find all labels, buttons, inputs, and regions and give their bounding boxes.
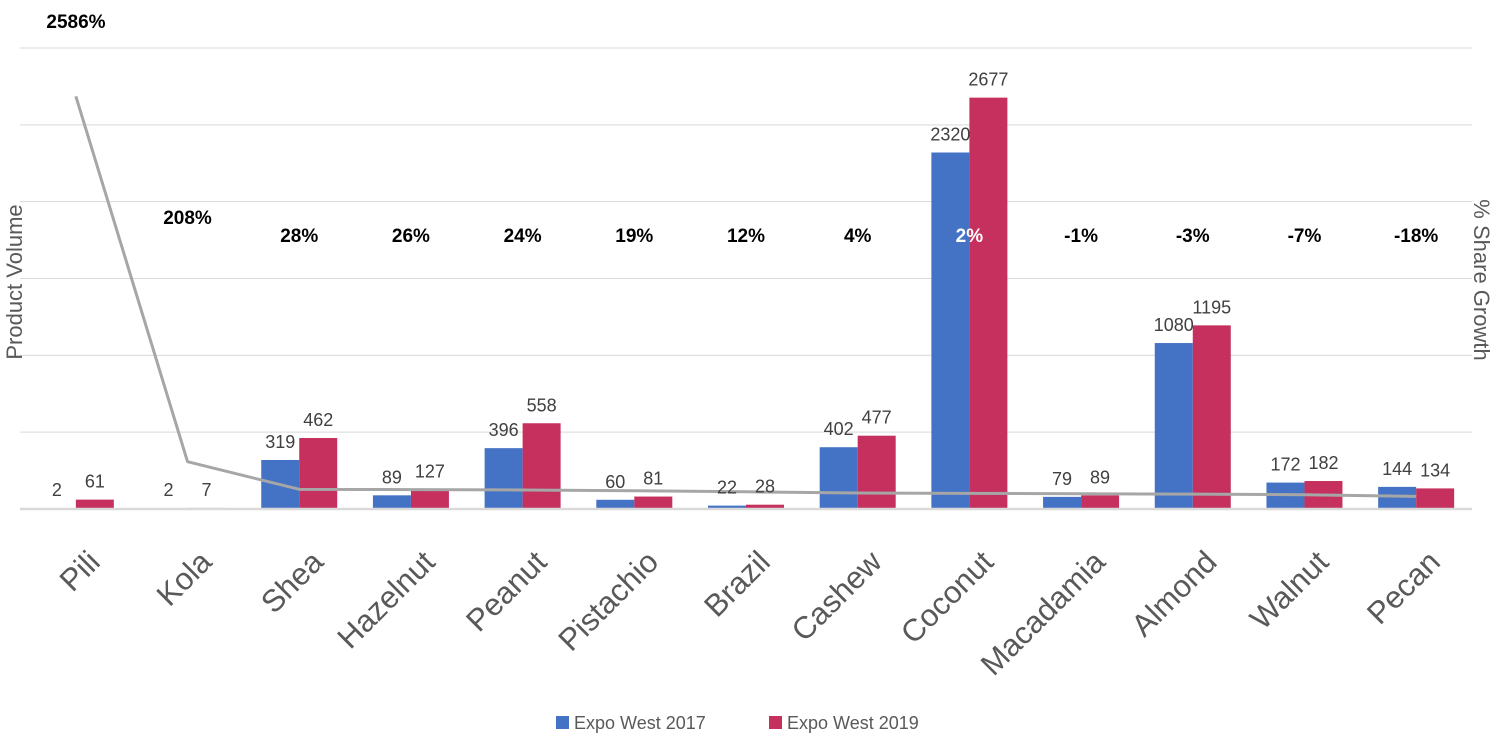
growth-label: -18% xyxy=(1394,226,1438,247)
legend-label-2017: Expo West 2017 xyxy=(574,713,706,733)
bar-value-label: 2677 xyxy=(968,70,1008,90)
bar-2019-hazelnut xyxy=(410,489,449,509)
legend-label-2019: Expo West 2019 xyxy=(787,713,919,733)
x-tick-label: Pecan xyxy=(1360,544,1447,631)
bar-value-label: 396 xyxy=(489,420,519,440)
x-tick-label: Cashew xyxy=(785,544,889,648)
growth-label: 12% xyxy=(727,226,765,247)
bar-value-label: 462 xyxy=(303,410,333,430)
bar-2017-almond xyxy=(1154,343,1193,509)
bar-2019-cashew xyxy=(857,435,896,509)
bar-value-label: 558 xyxy=(527,395,557,415)
bar-value-label: 2 xyxy=(52,480,62,500)
bar-value-label: 127 xyxy=(415,461,445,481)
growth-label: 2% xyxy=(956,226,984,247)
bar-value-labels: 2 61 2 7 319 462 89 127 396 558 60 81 22 28 402 477 2320… xyxy=(52,70,1450,500)
bar-2017-pistachio xyxy=(596,499,635,509)
growth-label: -7% xyxy=(1288,226,1322,247)
bar-2019-pecan xyxy=(1416,488,1455,509)
bar-2019-brazil xyxy=(746,504,784,509)
bar-2017-cashew xyxy=(819,447,858,509)
bar-value-label: 2320 xyxy=(930,124,970,144)
bar-2017-pecan xyxy=(1378,486,1417,509)
growth-label: 28% xyxy=(280,226,318,247)
bar-2019-pistachio xyxy=(634,496,673,509)
bar-2017-coconut xyxy=(931,152,970,509)
bar-2017-hazelnut xyxy=(372,495,411,509)
x-tick-label: Peanut xyxy=(459,544,553,638)
growth-label: -1% xyxy=(1064,226,1098,247)
bar-2019-peanut xyxy=(522,423,561,509)
bar-value-label: 60 xyxy=(605,472,625,492)
bar-value-label: 477 xyxy=(862,408,892,428)
bars xyxy=(37,97,1455,509)
bar-value-label: 2 xyxy=(164,480,174,500)
bar-2017-peanut xyxy=(484,448,523,509)
bar-2019-shea xyxy=(299,438,338,509)
bar-value-label: 1080 xyxy=(1154,315,1194,335)
bar-2019-coconut xyxy=(969,97,1008,509)
growth-line-layer xyxy=(74,95,1417,498)
bar-value-label: 319 xyxy=(265,432,295,452)
growth-line xyxy=(74,95,1417,498)
y2-axis-title: % Share Growth xyxy=(1469,199,1494,360)
x-tick-label: Hazelnut xyxy=(330,544,442,656)
bar-value-label: 89 xyxy=(382,467,402,487)
bar-value-label: 28 xyxy=(755,477,775,497)
x-tick-label: Almond xyxy=(1124,544,1223,643)
x-tick-label: Pili xyxy=(53,544,107,598)
legend-swatch-2017 xyxy=(556,716,569,729)
growth-label: 208% xyxy=(163,208,212,229)
bar-value-label: 1195 xyxy=(1192,297,1231,317)
legend: Expo West 2017 Expo West 2019 xyxy=(556,713,919,733)
growth-label: -3% xyxy=(1176,226,1210,247)
bar-value-label: 81 xyxy=(643,469,663,489)
x-tick-label: Brazil xyxy=(697,544,777,624)
bar-value-label: 172 xyxy=(1270,455,1300,475)
bar-value-label: 182 xyxy=(1308,453,1338,473)
bar-2017-brazil xyxy=(708,505,746,509)
bar-2019-macadamia xyxy=(1081,495,1120,509)
x-tick-label: Walnut xyxy=(1243,544,1335,636)
x-tick-label: Shea xyxy=(254,544,330,620)
bar-value-label: 7 xyxy=(202,480,212,500)
growth-labels: 2586% 208% 28% 26% 24% 19% 12% 4% 2% -1% -3% -7% -18… xyxy=(46,12,1438,247)
bar-value-label: 89 xyxy=(1090,467,1110,487)
bar-value-label: 61 xyxy=(85,472,105,492)
bar-value-label: 22 xyxy=(717,478,737,498)
growth-label: 19% xyxy=(615,226,653,247)
bar-2019-pili xyxy=(75,499,114,509)
bar-value-label: 79 xyxy=(1052,469,1072,489)
growth-label: 4% xyxy=(844,226,872,247)
growth-label: 24% xyxy=(504,226,542,247)
legend-swatch-2019 xyxy=(769,716,782,729)
bar-2017-macadamia xyxy=(1043,496,1082,509)
x-tick-label: Pistachio xyxy=(551,544,665,658)
bar-value-label: 134 xyxy=(1420,460,1450,480)
bar-value-label: 144 xyxy=(1382,459,1412,479)
growth-label: 2586% xyxy=(46,12,105,33)
bar-value-label: 402 xyxy=(824,419,854,439)
x-tick-label: Coconut xyxy=(894,544,1001,651)
bar-2019-almond xyxy=(1192,325,1231,509)
x-tick-label: Kola xyxy=(150,544,219,613)
growth-label: 26% xyxy=(392,226,430,247)
y-axis-title: Product Volume xyxy=(2,204,27,359)
